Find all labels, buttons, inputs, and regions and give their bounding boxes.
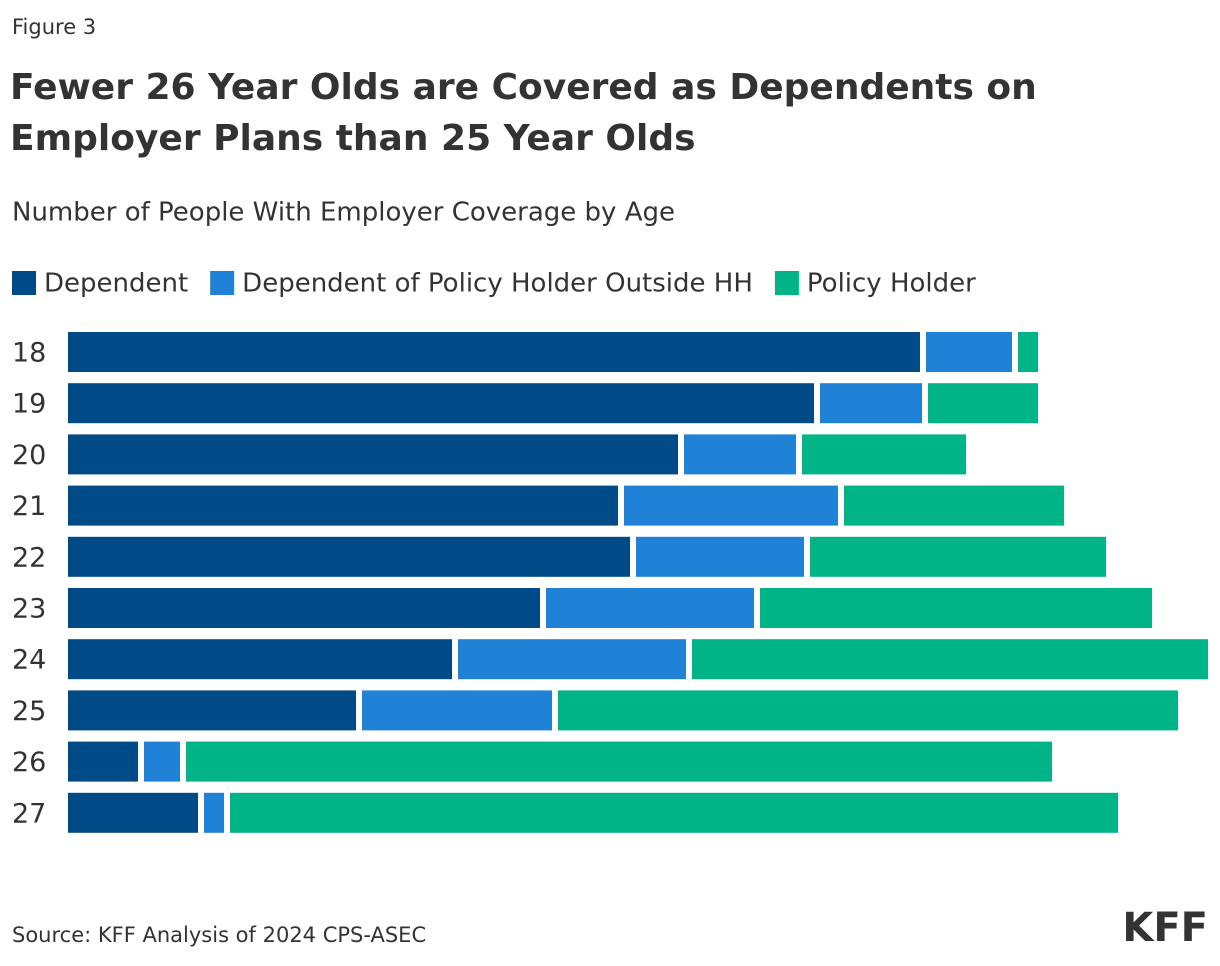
y-tick-label: 23 <box>12 594 46 625</box>
bar-segment <box>926 332 1012 372</box>
bar-segment <box>760 588 1152 628</box>
bar-segment <box>546 588 754 628</box>
y-tick-label: 24 <box>12 645 46 676</box>
y-tick-label: 27 <box>12 798 46 829</box>
legend-swatch <box>12 271 36 295</box>
bar-segment <box>68 434 678 475</box>
legend-label: Policy Holder <box>807 269 976 299</box>
y-tick-label: 26 <box>12 747 46 778</box>
y-tick-label: 20 <box>12 440 46 471</box>
bar-segment <box>186 741 1052 782</box>
title-box: Fewer 26 Year Olds are Covered as Depend… <box>10 67 1037 159</box>
bar-segment <box>362 690 552 731</box>
y-tick-label: 19 <box>12 389 46 420</box>
bar-segment <box>636 536 804 577</box>
legend: Dependent Dependent of Policy Holder Outs… <box>12 269 976 299</box>
y-tick-label: 21 <box>12 491 46 522</box>
source-note: Source: KFF Analysis of 2024 CPS-ASEC <box>12 923 426 947</box>
bar-segment <box>68 741 138 782</box>
bar-segment <box>1018 332 1038 372</box>
bar-segment <box>68 383 814 424</box>
bar-segment <box>458 639 686 680</box>
y-tick-label: 18 <box>12 338 46 369</box>
bar-segment <box>820 383 922 424</box>
bar-segment <box>624 485 838 526</box>
bar-segment <box>558 690 1178 731</box>
legend-swatch <box>210 271 235 295</box>
chart-subtitle: Number of People With Employer Coverage … <box>12 198 675 228</box>
bar-segment <box>684 434 796 475</box>
plot-area: 18 19 20 21 22 23 24 25 26 27 <box>12 332 1208 833</box>
bar-segment <box>68 639 452 680</box>
bar-segment <box>68 792 198 833</box>
legend-label: Dependent of Policy Holder Outside HH <box>242 269 753 299</box>
y-tick-label: 22 <box>12 542 46 573</box>
legend-label: Dependent <box>44 269 188 299</box>
y-tick-label: 25 <box>12 696 46 727</box>
bar-segment <box>802 434 966 475</box>
bar-segment <box>230 792 1118 833</box>
figure-label: Figure 3 <box>12 15 96 39</box>
bar-segment <box>692 639 1208 680</box>
chart-title: Fewer 26 Year Olds are Covered as Depend… <box>10 67 1037 159</box>
bar-segment <box>68 332 920 372</box>
bar-segment <box>68 485 618 526</box>
bar-segment <box>68 690 356 731</box>
bar-segment <box>928 383 1038 424</box>
bar-segment <box>844 485 1064 526</box>
logo: KFF <box>1122 905 1208 951</box>
bar-segment <box>204 792 224 833</box>
bar-segment <box>68 536 630 577</box>
bar-segment <box>144 741 180 782</box>
legend-swatch <box>774 271 799 295</box>
bar-segment <box>810 536 1106 577</box>
bar-segment <box>68 588 540 628</box>
